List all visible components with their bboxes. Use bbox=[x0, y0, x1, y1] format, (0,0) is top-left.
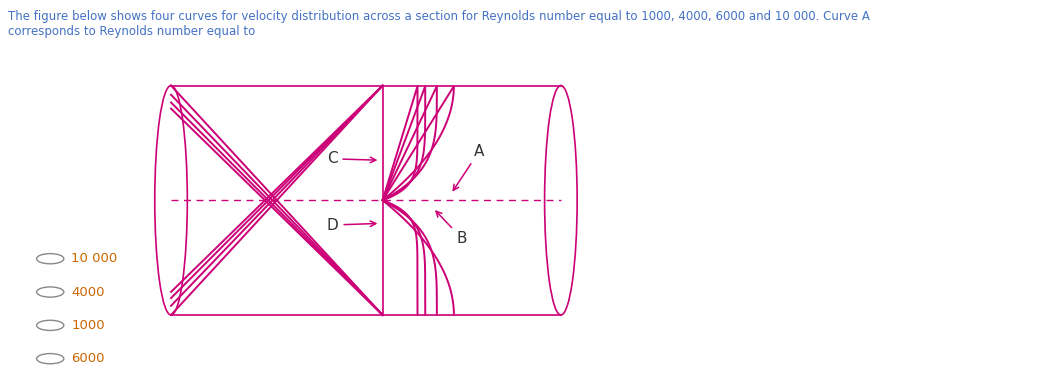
Text: D: D bbox=[326, 218, 376, 232]
Text: 1000: 1000 bbox=[71, 319, 105, 332]
Text: 6000: 6000 bbox=[71, 352, 105, 365]
Text: 10 000: 10 000 bbox=[71, 252, 117, 265]
Text: B: B bbox=[436, 211, 467, 246]
Text: A: A bbox=[453, 143, 484, 191]
Text: 4000: 4000 bbox=[71, 285, 105, 299]
Text: The figure below shows four curves for velocity distribution across a section fo: The figure below shows four curves for v… bbox=[8, 10, 870, 38]
Text: C: C bbox=[326, 151, 376, 166]
